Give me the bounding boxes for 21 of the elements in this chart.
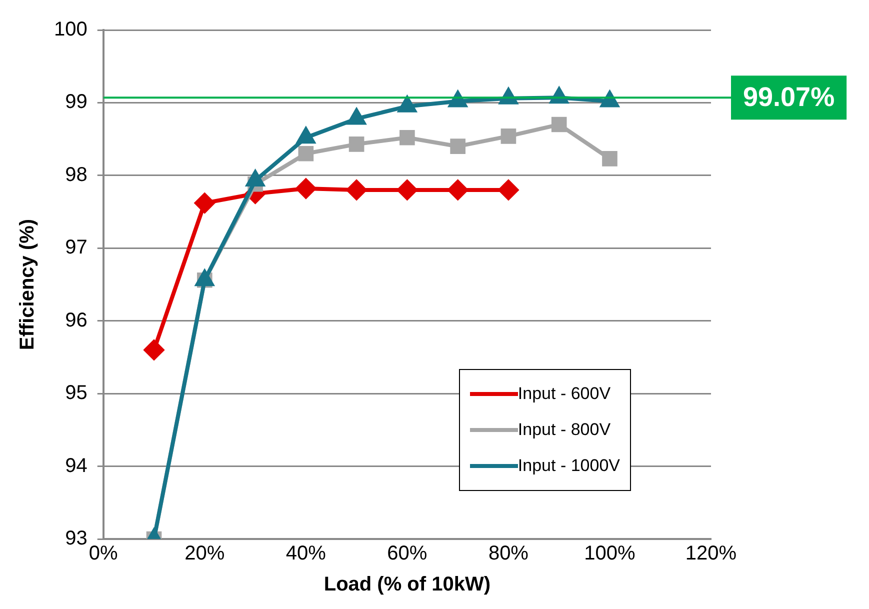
x-axis-title: Load (% of 10kW) [324,574,491,596]
legend-label: Input - 800V [518,420,611,440]
y-tick-label: 95 [65,382,88,404]
legend-label: Input - 1000V [518,456,620,476]
y-tick-label: 94 [65,454,88,477]
y-axis-title: Efficiency (%) [16,218,39,350]
x-tick-label: 60% [387,542,428,565]
x-tick-label: 0% [88,542,118,565]
x-tick-label: 120% [685,542,737,565]
x-tick-label: 40% [286,542,326,565]
y-tick-label: 98 [65,164,88,186]
ref-line-label: 99.07% [743,82,835,112]
legend-label: Input - 600V [518,384,611,404]
y-tick-label: 97 [65,236,88,259]
y-tick-label: 99 [65,91,88,114]
y-tick-label: 96 [65,309,88,332]
x-tick-label: 100% [584,542,636,565]
y-tick-label: 93 [65,528,88,550]
y-tick-label: 100 [54,18,88,41]
x-tick-label: 20% [184,542,225,565]
x-tick-label: 80% [488,542,529,565]
